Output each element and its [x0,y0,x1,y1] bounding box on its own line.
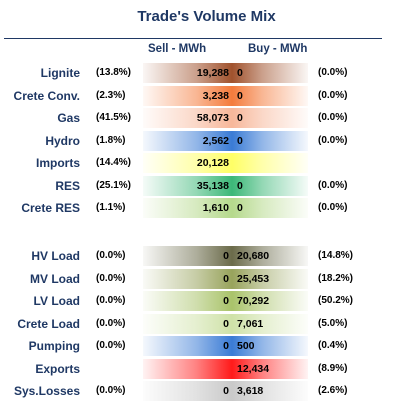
sell-value-cell: 0 [143,313,232,334]
sell-value-cell: 0 [143,291,232,311]
table-row: HV Load (0.0%) 0 20,680 (14.8%) [0,245,413,267]
buy-percent: (50.2%) [318,295,354,306]
buy-percent: (0.0%) [318,179,348,191]
sell-percent: (1.8%) [96,134,126,146]
sell-value-cell: 3,238 [143,85,232,106]
table-row: Gas (41.5%) 58,073 0 (0.0%) [0,107,413,129]
row-label: Crete Conv. [13,88,80,103]
buy-value-cell [232,153,308,173]
buy-percent: (0.0%) [318,202,348,213]
sell-value-cell: 35,138 [143,175,232,196]
sell-percent: (13.8%) [96,67,132,78]
row-label: MV Load [30,271,80,286]
row-label: Pumping [28,339,80,353]
buy-percent: (0.4%) [318,340,348,351]
buy-percent: (14.8%) [318,250,354,261]
sell-percent: (0.0%) [96,317,126,329]
buy-value-cell: 7,061 [232,313,308,334]
buy-value-cell: 70,292 [232,291,308,311]
buy-percent: (2.6%) [318,385,348,396]
table-row: Crete Load (0.0%) 0 7,061 (5.0%) [0,313,413,335]
buy-value-cell: 500 [232,336,308,356]
sell-percent: (1.1%) [96,202,126,213]
row-label: HV Load [31,249,80,263]
sell-value-cell: 1,610 [143,198,232,218]
table-row: Crete Conv. (2.3%) 3,238 0 (0.0%) [0,85,413,107]
sell-percent: (25.1%) [96,179,132,191]
row-label: Imports [35,156,80,170]
row-label: LV Load [33,294,80,308]
buy-percent: (0.0%) [318,134,348,146]
buy-percent: (0.0%) [318,67,348,78]
buy-value-cell: 0 [232,85,308,106]
sell-value-cell: 2,562 [143,130,232,151]
sell-value-cell: 0 [143,268,232,289]
buy-column-header: Buy - MWh [248,43,308,55]
sell-percent: (0.0%) [96,295,126,306]
row-label: RES [55,178,80,193]
sell-value-cell: 20,128 [143,153,232,173]
sell-value-cell: 0 [143,336,232,356]
page-title: Trade's Volume Mix [137,8,276,25]
row-label: Hydro [45,133,80,148]
buy-value-cell: 0 [232,198,308,218]
row-label: Lignite [40,66,80,80]
sell-value-cell: 0 [143,381,232,401]
sell-percent: (0.0%) [96,272,126,284]
table-row: Crete RES (1.1%) 1,610 0 (0.0%) [0,197,413,219]
buy-value-cell: 12,434 [232,358,308,379]
buy-value-cell: 0 [232,130,308,151]
table-row: Imports (14.4%) 20,128 [0,152,413,174]
header-divider [4,38,382,39]
buy-percent: (0.0%) [318,89,348,101]
buy-percent: (8.9%) [318,362,348,374]
buy-value-cell: 25,453 [232,268,308,289]
sell-value-cell: 19,288 [143,63,232,83]
sell-value-cell: 58,073 [143,108,232,128]
sell-value-cell [143,358,232,379]
table-row: LV Load (0.0%) 0 70,292 (50.2%) [0,290,413,312]
table-row: Exports 12,434 (8.9%) [0,358,413,380]
sell-column-header: Sell - MWh [148,43,207,55]
sell-percent: (2.3%) [96,89,126,101]
sell-percent: (14.4%) [96,157,132,168]
buy-percent: (0.0%) [318,112,348,123]
table-row: Hydro (1.8%) 2,562 0 (0.0%) [0,130,413,152]
row-label: Gas [57,111,80,125]
buy-percent: (18.2%) [318,272,354,284]
table-row: RES (25.1%) 35,138 0 (0.0%) [0,175,413,197]
buy-value-cell: 0 [232,108,308,128]
row-label: Sys.Losses [13,384,80,398]
row-label: Crete RES [21,201,80,215]
table-row: Pumping (0.0%) 0 500 (0.4%) [0,335,413,357]
row-label: Exports [35,361,80,376]
sell-percent: (41.5%) [96,112,132,123]
buy-value-cell: 0 [232,63,308,83]
table-row: Lignite (13.8%) 19,288 0 (0.0%) [0,62,413,84]
sell-value-cell: 0 [143,246,232,266]
row-label: Crete Load [17,316,80,331]
sell-percent: (0.0%) [96,250,126,261]
buy-percent: (5.0%) [318,317,348,329]
table-row: MV Load (0.0%) 0 25,453 (18.2%) [0,268,413,290]
buy-value-cell: 0 [232,175,308,196]
buy-value-cell: 20,680 [232,246,308,266]
sell-percent: (0.0%) [96,340,126,351]
table-row: Sys.Losses (0.0%) 0 3,618 (2.6%) [0,380,413,402]
sell-percent: (0.0%) [96,385,126,396]
buy-value-cell: 3,618 [232,381,308,401]
